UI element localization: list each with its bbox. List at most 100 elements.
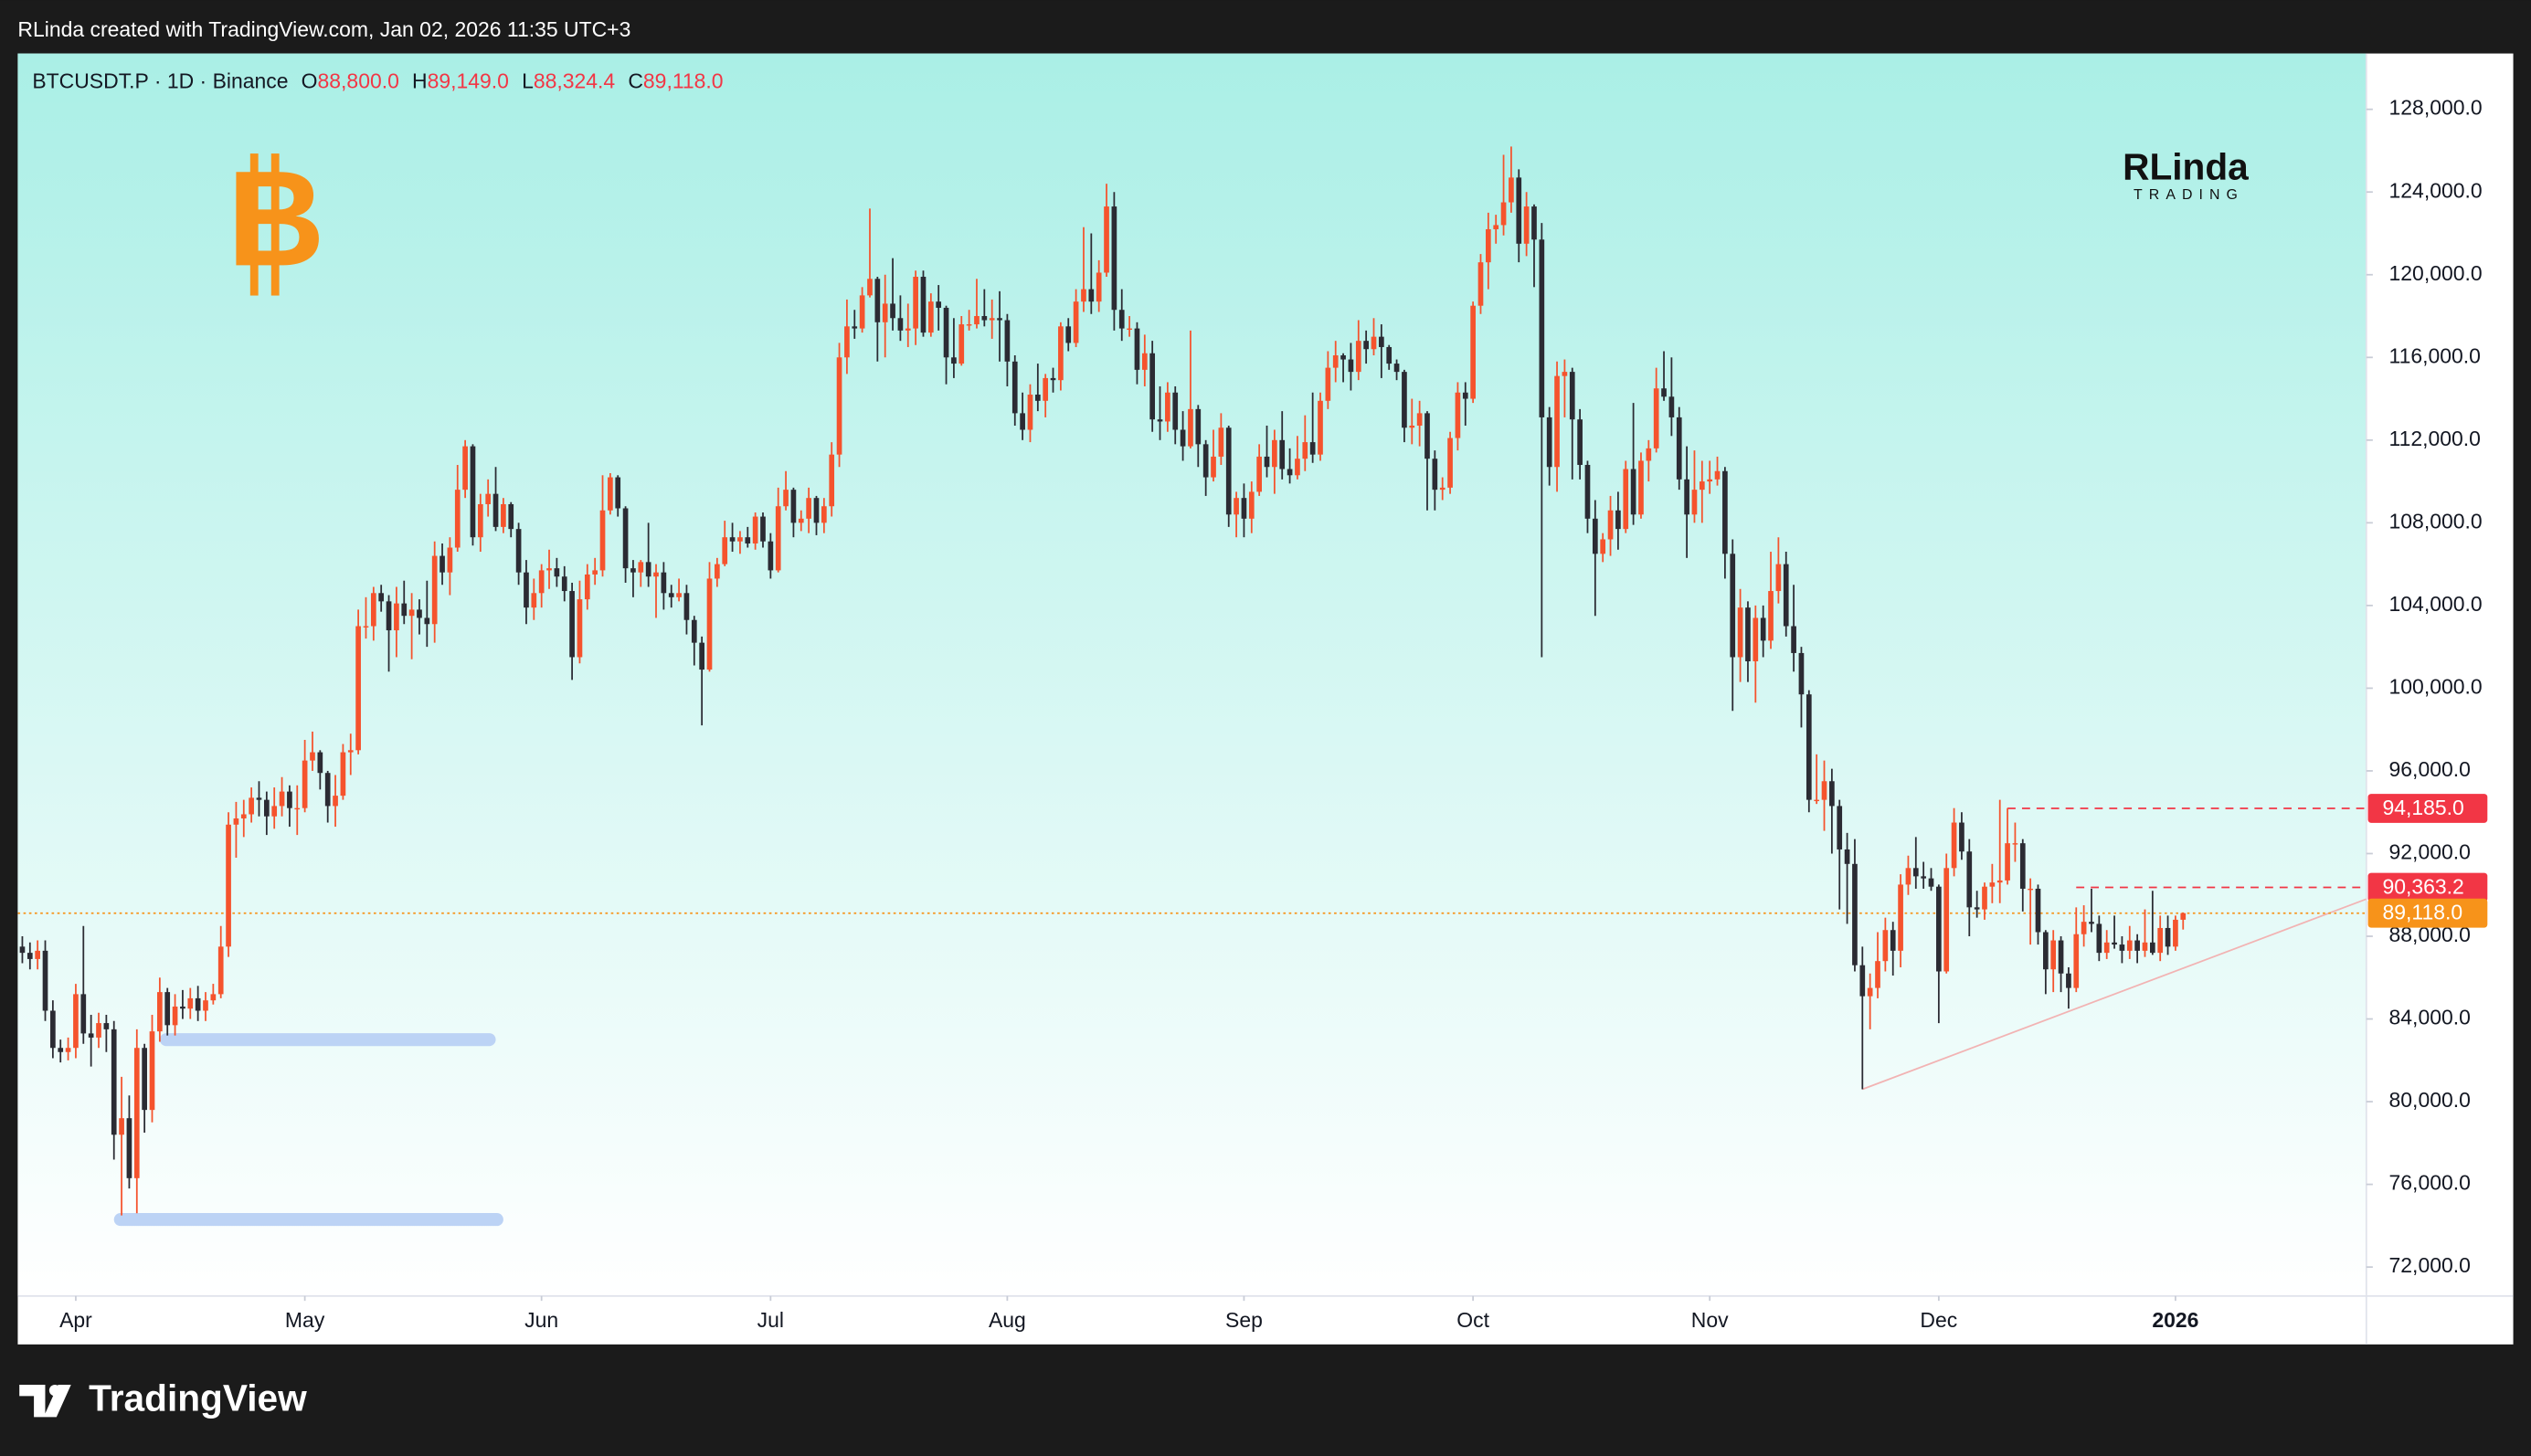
candle-body: [401, 603, 408, 617]
candle-body: [1783, 564, 1789, 627]
candle-body: [531, 593, 537, 608]
candle-body: [203, 1000, 208, 1011]
candle-body: [50, 1010, 56, 1049]
candle-body: [1363, 341, 1369, 350]
candle-body: [897, 318, 904, 331]
candle-body: [96, 1023, 101, 1038]
candle-body: [1500, 202, 1507, 226]
candle-body: [80, 994, 87, 1034]
candle-body: [2173, 919, 2178, 947]
candle-body: [1584, 464, 1591, 519]
candle-body: [2058, 940, 2064, 974]
candle-body: [2142, 942, 2148, 951]
candle-body: [1577, 419, 1583, 465]
y-tick-label: 128,000.0: [2389, 96, 2483, 120]
candle-body: [1859, 965, 1866, 997]
candle-body: [691, 619, 697, 643]
candle-body: [706, 578, 713, 670]
candle-body: [676, 593, 682, 597]
candle-body: [913, 277, 918, 329]
candle-body: [829, 454, 835, 507]
candle-body: [1486, 228, 1491, 263]
footer-brand: TradingView: [89, 1377, 307, 1419]
candle-body: [1462, 392, 1468, 399]
candle-body: [126, 1118, 132, 1178]
candle-body: [966, 324, 972, 326]
bitcoin-symbol: B: [228, 143, 325, 294]
candle-body: [1393, 364, 1400, 373]
candle-body: [1455, 392, 1461, 438]
candle-body: [1050, 377, 1056, 381]
candle-body: [1211, 456, 1216, 478]
candle-body: [73, 994, 79, 1049]
candle-body: [760, 516, 766, 542]
bitcoin-logo: B: [228, 143, 325, 296]
x-tick-label: Dec: [1920, 1308, 1957, 1332]
candle-body: [852, 326, 858, 329]
candle-body: [1768, 591, 1774, 641]
candle-body: [149, 1031, 155, 1111]
trendline: [1861, 898, 2367, 1091]
candle-body: [1332, 355, 1339, 368]
candle-body: [1668, 396, 1675, 417]
candle-body: [1371, 336, 1377, 350]
price-label-box: [2367, 794, 2488, 823]
y-tick-label: 104,000.0: [2389, 592, 2483, 616]
price-label-box: [2367, 872, 2488, 902]
candle-body: [592, 570, 598, 575]
y-tick-label: 124,000.0: [2389, 178, 2483, 202]
candle-body: [974, 316, 980, 325]
candle-body: [1325, 367, 1331, 401]
candle-body: [1646, 448, 1652, 461]
candle-body: [768, 541, 774, 571]
candle-body: [1890, 930, 1896, 951]
candle-body: [997, 318, 1002, 321]
candle-body: [1974, 907, 1980, 910]
plot: [17, 146, 2367, 1227]
candle-body: [890, 303, 895, 319]
candle-body: [462, 446, 468, 491]
y-tick-label: 80,000.0: [2389, 1088, 2471, 1112]
candle-body: [905, 328, 911, 331]
candle-body: [1912, 868, 1919, 877]
x-tick-label: May: [285, 1308, 325, 1332]
low-label: L: [522, 69, 534, 92]
candle-body: [501, 503, 506, 527]
candle-body: [1279, 439, 1286, 470]
candle-body: [1691, 490, 1698, 515]
plot-area: [17, 53, 2367, 1296]
candle-body: [447, 547, 453, 573]
candle-body: [1202, 444, 1209, 478]
candle-body: [577, 599, 583, 658]
candle-body: [1516, 177, 1522, 244]
candle-body: [1921, 876, 1926, 879]
candle-body: [65, 1048, 71, 1052]
candle-body: [1355, 341, 1361, 373]
candle-body: [417, 609, 422, 618]
candle-body: [217, 946, 224, 995]
candle-body: [1111, 206, 1117, 311]
ohlc-legend: BTCUSDT.P · 1D · Binance O88,800.0 H89,149…: [32, 69, 723, 92]
candle-body: [1844, 849, 1850, 864]
candle-body: [1966, 851, 1973, 908]
candle-body: [1058, 326, 1064, 381]
candle-body: [1959, 822, 1964, 852]
candle-body: [874, 279, 881, 322]
candle-body: [1248, 491, 1255, 519]
candle-body: [1569, 372, 1575, 420]
candle-body: [279, 791, 285, 807]
candle-body: [1416, 413, 1423, 426]
candle-body: [2157, 927, 2164, 954]
candle-body: [599, 510, 606, 571]
candle-body: [431, 555, 438, 625]
candle-body: [340, 752, 346, 797]
support-zone: [113, 1213, 503, 1227]
candle-body: [1004, 320, 1011, 362]
candle-body: [363, 626, 369, 628]
candle-body: [783, 490, 789, 507]
candle-body: [882, 303, 888, 322]
open-label: O: [302, 69, 318, 92]
candle-body: [867, 279, 873, 296]
candle-body: [958, 324, 965, 364]
